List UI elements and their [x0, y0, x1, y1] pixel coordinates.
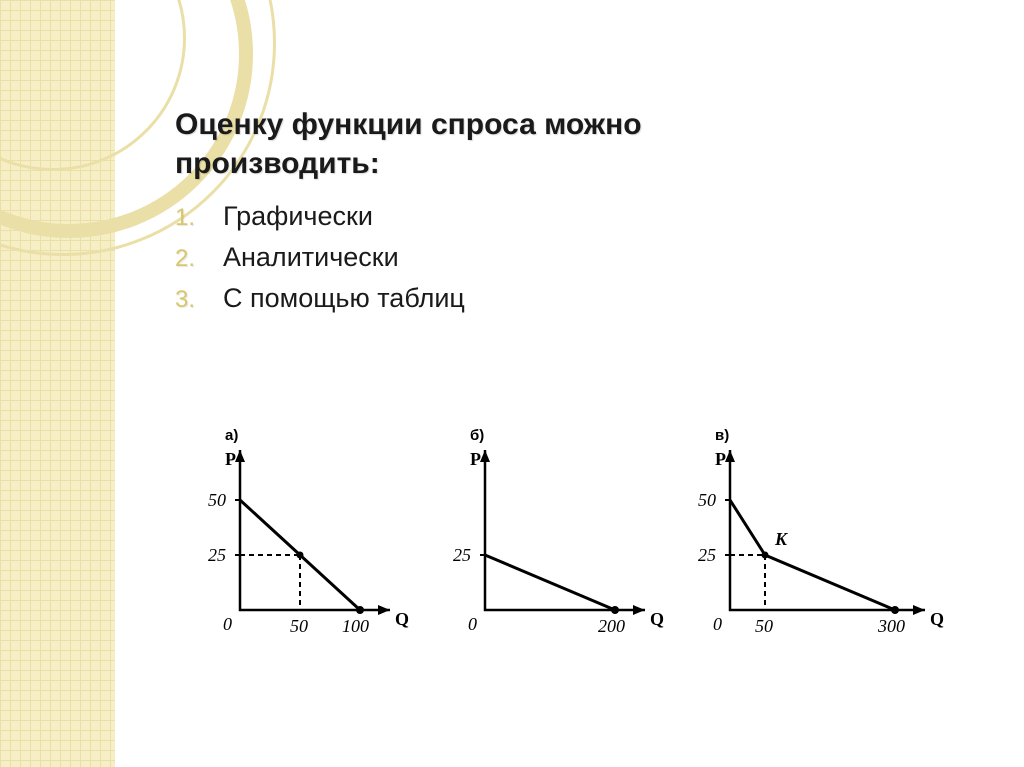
chart-b-tag: б)	[470, 427, 484, 444]
list-text: Графически	[223, 201, 373, 232]
x-arrow-icon	[913, 605, 925, 615]
axes	[240, 450, 390, 610]
y-arrow-icon	[235, 450, 245, 462]
x-tick-label: 300	[877, 616, 905, 636]
demand-line	[485, 555, 615, 610]
axes	[730, 450, 925, 610]
x-axis-label: Q	[395, 609, 409, 629]
list-item: 2. Аналитически	[175, 242, 955, 273]
y-tick-label: 25	[208, 545, 226, 565]
list-number: 2.	[175, 245, 201, 273]
chart-c-svg: в) P Q 0 50 25 50 300 K	[680, 420, 950, 670]
chart-a: а) P Q 0 50 25 50 100	[190, 420, 430, 670]
chart-c-tag: в)	[715, 427, 729, 444]
y-axis-label: P	[470, 449, 481, 469]
y-tick-label: 25	[453, 545, 471, 565]
x-tick-label: 200	[598, 616, 625, 636]
y-tick-label: 25	[698, 545, 716, 565]
y-tick-label: 50	[208, 490, 226, 510]
demand-line	[730, 500, 895, 610]
x-arrow-icon	[633, 605, 645, 615]
y-arrow-icon	[480, 450, 490, 462]
chart-c: в) P Q 0 50 25 50 300 K	[680, 420, 950, 670]
chart-b: б) P Q 0 25 200	[435, 420, 675, 670]
axes	[485, 450, 645, 610]
heading-line-1: Оценку функции спроса можно	[175, 108, 642, 141]
x-axis-label: Q	[930, 609, 944, 629]
q-intercept-point	[356, 606, 364, 614]
chart-b-svg: б) P Q 0 25 200	[435, 420, 675, 670]
origin-label: 0	[468, 614, 477, 634]
list-text: Аналитически	[223, 242, 399, 273]
chart-a-svg: а) P Q 0 50 25 50 100	[190, 420, 430, 670]
y-tick-label: 50	[698, 490, 716, 510]
x-axis-label: Q	[650, 609, 664, 629]
mid-point	[297, 552, 304, 559]
method-list: 1. Графически 2. Аналитически 3. С помощ…	[175, 201, 955, 314]
slide-heading: Оценку функции спроса можно производить:	[175, 105, 955, 183]
list-item: 1. Графически	[175, 201, 955, 232]
origin-label: 0	[223, 614, 232, 634]
x-tick-label: 50	[290, 616, 308, 636]
x-arrow-icon	[378, 605, 390, 615]
charts-container: а) P Q 0 50 25 50 100	[190, 420, 950, 690]
chart-a-tag: а)	[225, 427, 238, 444]
kink-label: K	[774, 529, 789, 549]
slide-content: Оценку функции спроса можно производить:…	[175, 105, 955, 324]
y-axis-label: P	[715, 449, 726, 469]
list-number: 3.	[175, 286, 201, 314]
y-axis-label: P	[225, 449, 236, 469]
heading-line-2: производить:	[175, 147, 380, 180]
q-intercept-point	[891, 606, 899, 614]
x-tick-label: 50	[755, 616, 773, 636]
q-intercept-point	[611, 606, 619, 614]
origin-label: 0	[713, 614, 722, 634]
list-number: 1.	[175, 204, 201, 232]
list-text: С помощью таблиц	[223, 283, 465, 314]
y-arrow-icon	[725, 450, 735, 462]
list-item: 3. С помощью таблиц	[175, 283, 955, 314]
x-tick-label: 100	[342, 616, 369, 636]
